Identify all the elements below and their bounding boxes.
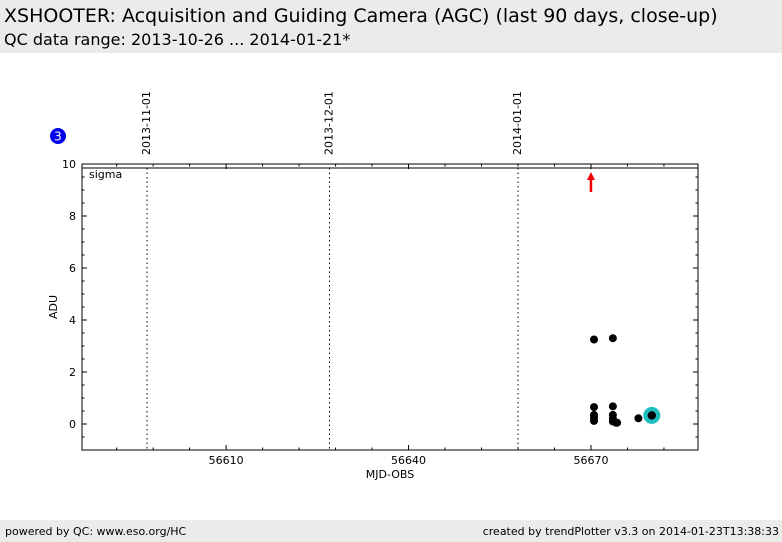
y-tick-label: 6 (69, 262, 76, 275)
y-tick-label: 10 (62, 158, 76, 171)
date-marker-label: 2013-12-01 (322, 91, 335, 155)
page-subtitle: QC data range: 2013-10-26 ... 2014-01-21… (4, 30, 351, 49)
plot-area: 0 2 4 6 8 10 56610 56640 56670 MJD-OBS ADU sigma 201… (47, 91, 699, 481)
data-point (613, 418, 622, 427)
x-tick-label: 56670 (573, 454, 608, 467)
data-point (590, 335, 599, 344)
y-axis-label: ADU (47, 295, 60, 319)
x-tick-label: 56610 (209, 454, 244, 467)
data-point (608, 334, 617, 343)
out-of-range-arrowhead (586, 172, 595, 180)
y-tick-label: 2 (69, 366, 76, 379)
plot-frame (81, 163, 699, 451)
page-title: XSHOOTER: Acquisition and Guiding Camera… (4, 5, 718, 27)
x-axis-label: MJD-OBS (366, 468, 414, 481)
footer-created: created by trendPlotter v3.3 on 2014-01-… (482, 525, 779, 538)
badge-number: 3 (54, 130, 62, 144)
data-point (590, 416, 599, 425)
page-header: XSHOOTER: Acquisition and Guiding Camera… (0, 0, 782, 53)
date-marker-label: 2013-11-01 (140, 91, 153, 155)
badge-circle (50, 128, 66, 144)
plot-number-badge: 3 (50, 128, 66, 144)
page-footer: powered by QC: www.eso.org/HC created by… (0, 520, 782, 542)
data-point (634, 414, 643, 423)
y-tick-label: 0 (69, 418, 76, 431)
latest-point (647, 411, 656, 420)
data-point (590, 403, 599, 412)
y-tick-label: 8 (69, 210, 76, 223)
panel-label: sigma (89, 168, 122, 181)
footer-credit: powered by QC: www.eso.org/HC (5, 525, 187, 538)
chart: 3 0 2 4 6 8 10 56610 56640 56670 MJD-OBS ADU sigma 2… (47, 91, 699, 481)
data-point (608, 402, 617, 411)
date-marker-label: 2014-01-01 (511, 91, 524, 155)
y-tick-label: 4 (69, 314, 76, 327)
x-tick-label: 56640 (391, 454, 426, 467)
